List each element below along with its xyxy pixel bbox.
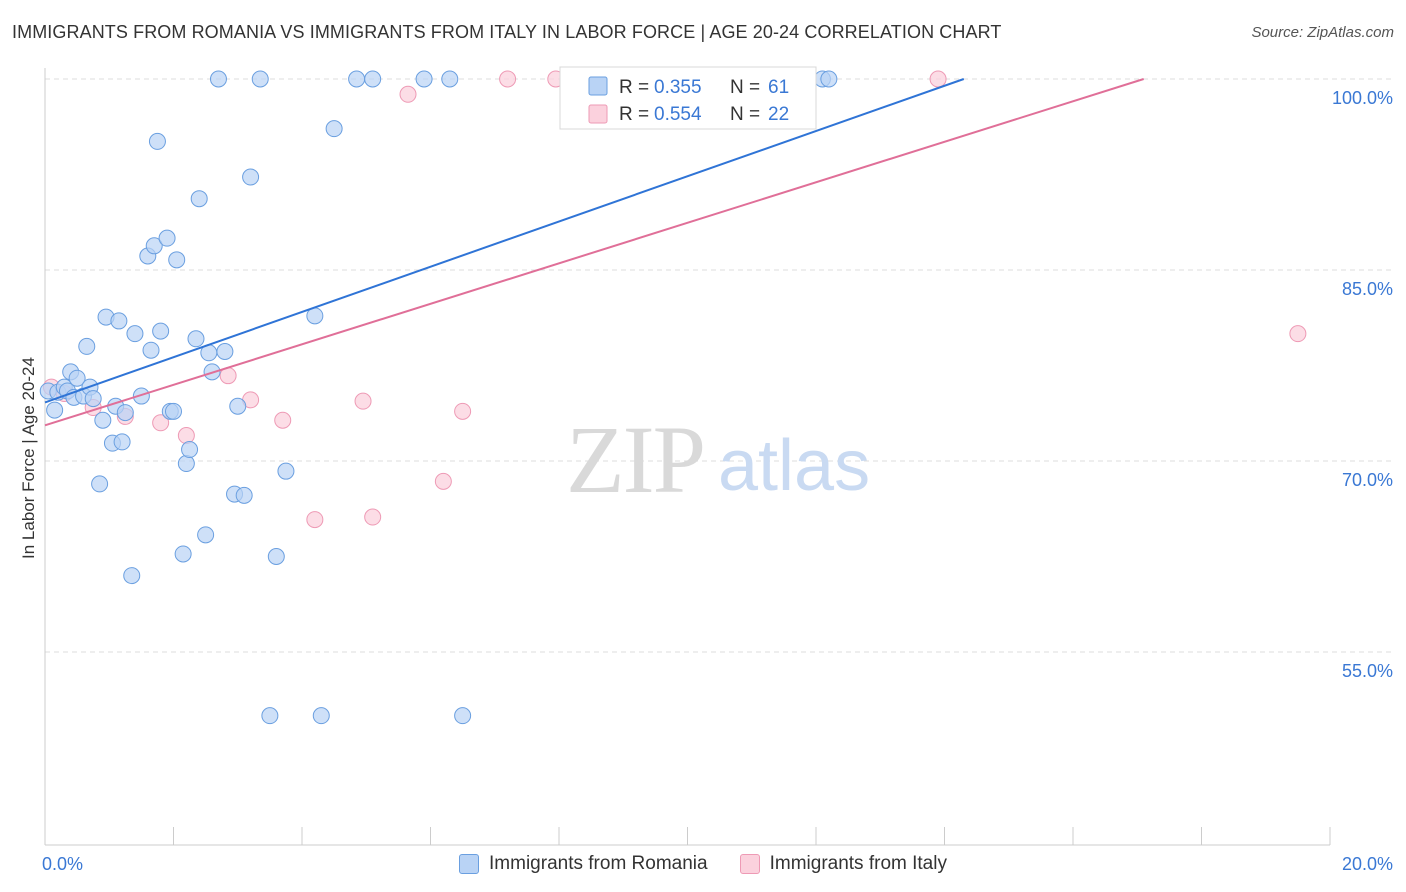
romania-swatch [459,854,480,874]
axes [44,68,1331,846]
romania-point [415,70,433,88]
legend-swatch-romania [588,76,608,96]
romania-point [46,401,64,419]
romania-points [39,70,838,725]
romania-point [242,168,260,186]
legend-item-italy: Immigrants from Italy [739,853,947,875]
romania-point [132,387,150,405]
x-tick-label: 0.0% [42,854,83,874]
italy-point [152,414,170,432]
y-tick-label: 100.0% [1332,88,1393,108]
romania-label: Immigrants from Romania [489,853,708,874]
legend-n-label-italy: N = [730,104,760,125]
romania-point [190,190,208,208]
romania-point [68,369,86,387]
y-tick-labels: 100.0% 85.0% 70.0% 55.0% [1332,88,1393,681]
romania-point [110,312,128,330]
romania-point [78,337,96,355]
italy-point [499,70,517,88]
watermark: ZIP atlas [566,406,870,513]
italy-point [399,85,417,103]
romania-point [123,567,141,585]
romania-point [312,707,330,725]
romania-point [165,402,182,420]
legend-r-label-romania: R = [619,77,649,98]
romania-point [267,548,285,565]
romania-point [348,70,366,88]
legend-swatch-italy [588,104,608,124]
italy-trend-line [44,78,1144,427]
x-tick-label: 20.0% [1342,854,1393,874]
italy-point [434,472,452,490]
romania-point [126,325,144,343]
italy-point [177,427,195,445]
romania-point [152,322,170,340]
legend-r-label-italy: R = [619,104,649,125]
series-legend: Immigrants from Romania Immigrants from … [0,852,1406,876]
y-axis-title: In Labor Force | Age 20-24 [19,357,38,559]
romania-point [145,237,163,255]
romania-point [197,526,215,544]
romania-point [441,70,459,88]
legend-n-label-romania: N = [730,77,760,98]
y-tick-label: 55.0% [1342,661,1393,681]
romania-point [94,411,112,429]
x-tick-labels: 0.0% 20.0% [42,854,1393,874]
romania-trend-line [44,78,965,404]
romania-point [148,132,166,150]
y-tick-label: 85.0% [1342,279,1393,299]
romania-point [277,462,295,480]
legend-r-value-romania: 0.355 [654,77,702,98]
source-label: Source: ZipAtlas.com [1251,24,1394,41]
italy-point [354,392,372,410]
y-tick-label: 70.0% [1342,470,1393,490]
romania-point [142,341,160,359]
romania-point [187,330,205,348]
italy-point [306,511,324,529]
watermark-atlas: atlas [718,426,870,506]
romania-point [177,455,195,473]
romania-point [364,70,382,88]
romania-point [91,475,109,493]
italy-label: Immigrants from Italy [769,853,947,874]
italy-point [929,70,947,88]
romania-point [116,404,134,422]
legend-n-value-romania: 61 [768,77,789,98]
romania-point [84,390,102,408]
legend-n-value-italy: 22 [768,104,789,125]
romania-point [181,441,199,459]
romania-point [168,251,186,269]
romania-point [820,70,838,88]
romania-point [235,486,253,504]
romania-point [251,70,269,88]
watermark-zip: ZIP [566,406,704,513]
italy-point [1289,325,1307,343]
trend-lines [44,78,1144,427]
italy-point [364,508,382,526]
legend-item-romania: Immigrants from Romania [459,853,708,875]
romania-point [216,342,234,360]
chart-title: IMMIGRANTS FROM ROMANIA VS IMMIGRANTS FR… [12,22,1002,42]
correlation-legend: R = 0.355 N = 61 R = 0.554 N = 22 [559,66,817,130]
romania-point [454,707,472,725]
romania-point [158,229,176,247]
italy-swatch [739,854,760,874]
romania-point [113,433,131,451]
romania-point [325,120,343,138]
romania-point [229,397,247,415]
italy-point [454,402,472,420]
italy-point [274,411,292,429]
romania-point [209,70,227,88]
legend-r-value-italy: 0.554 [654,104,702,125]
romania-point [174,545,192,563]
romania-point [261,707,279,725]
